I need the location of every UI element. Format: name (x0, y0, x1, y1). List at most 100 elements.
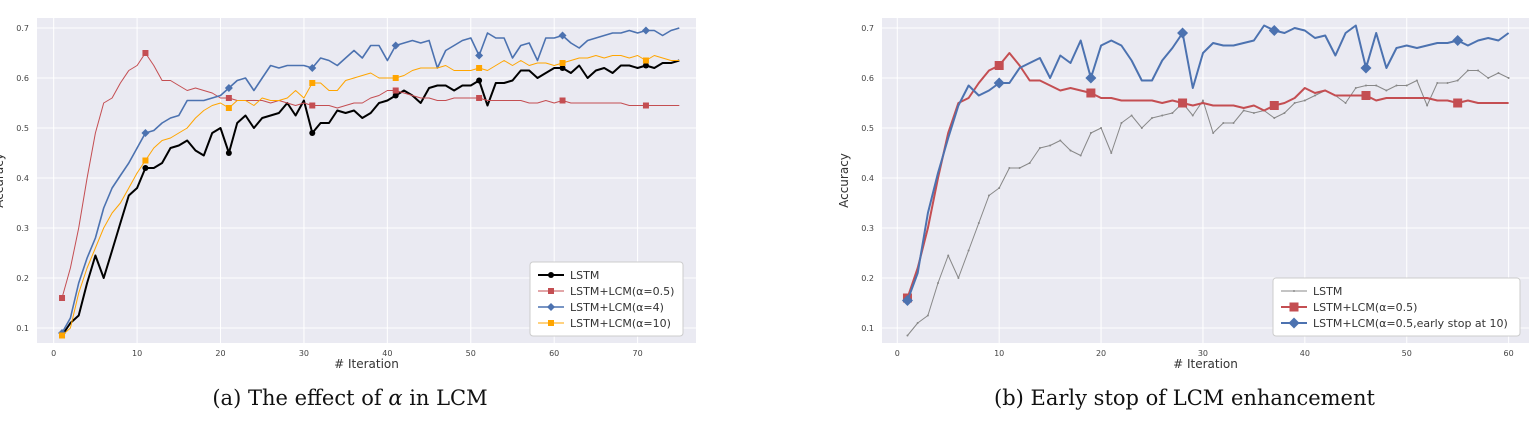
chart-1-series-0-point (1079, 154, 1082, 157)
chart-0-legend-marker (547, 303, 555, 311)
chart-1-series-0-point (1314, 94, 1317, 97)
chart-1-series-2-point (1452, 35, 1464, 46)
chart-0-series-2-point (224, 84, 233, 92)
chart-0-series-2-point (558, 31, 567, 40)
chart-1-series-2-point (1085, 72, 1097, 84)
chart-1-series-2-line (906, 24, 1510, 301)
chart-1-series-0-point (1497, 72, 1500, 74)
chart-0-series-1 (59, 50, 680, 301)
chart-1-series-0-point (1446, 82, 1449, 84)
chart-1-series-0-point (1354, 87, 1357, 89)
chart-1-series-0-point (1395, 84, 1398, 87)
chart-0-series-0-point (476, 77, 483, 84)
chart-0-series-0-point (225, 150, 232, 156)
chart-1-x-tick-label: 10 (994, 349, 1004, 358)
chart-0-series-3-point (392, 75, 399, 81)
chart-1-series-0-point (1191, 114, 1194, 117)
chart-0-legend-box (529, 261, 684, 337)
chart-b-plot: 0.1 0.2 0.3 0.4 0.5 0.6 0.7 0 10 20 30 40 50 60 # Iter… (837, 18, 1529, 371)
chart-0-series-3-point (642, 57, 649, 64)
chart-0-series-3-point (309, 80, 316, 86)
chart-0-series-1-point (59, 295, 66, 301)
chart-0-x-tick-label: 70 (633, 349, 643, 358)
chart-1-legend-marker (1288, 317, 1300, 329)
chart-0-x-axis-label: # Iteration (334, 357, 399, 371)
chart-1-series-1-point (1178, 98, 1188, 108)
chart-1-series-0-point (1161, 114, 1164, 117)
chart-1-legend-marker (1289, 302, 1299, 312)
chart-1-legend-item: LSTM+LCM(α=0.5,early stop at 10) (1281, 317, 1508, 330)
chart-1-y-tick-label: 0.5 (861, 124, 874, 133)
chart-1-series-0-point (1120, 122, 1123, 124)
chart-1-series-0-point (947, 254, 950, 257)
chart-1-series-0-point (977, 222, 980, 224)
chart-1-series-0-point (1273, 117, 1276, 119)
chart-0-series-3-point (476, 65, 483, 71)
chart-1-series-2-point (1360, 62, 1372, 74)
chart-0-series-1-line (61, 52, 680, 299)
chart-1-x-axis-label: # Iteration (1173, 357, 1238, 371)
chart-1-series-0-point (1038, 147, 1041, 149)
chart-0-legend-label: LSTM+LCM(α=4) (570, 301, 664, 314)
chart-0-series-3-point (225, 105, 232, 111)
chart-0-series-2-point (308, 64, 317, 72)
chart-1-series-0-point (1018, 167, 1021, 169)
chart-0-y-axis-label: Accuracy (0, 153, 6, 208)
chart-1-series-0-point (1130, 114, 1133, 117)
chart-1-y-tick-label: 0.4 (861, 174, 874, 183)
chart-1-series-0-point (1426, 104, 1429, 107)
chart-0-series-0-line (61, 59, 680, 337)
chart-0-series-1-point (392, 87, 399, 94)
chart-1-series-0-point (1364, 84, 1367, 87)
chart-1-series-2-point (1177, 27, 1189, 39)
chart-1-legend-label: LSTM+LCM(α=0.5,early stop at 10) (1313, 317, 1508, 330)
chart-1-series-0-point (1283, 112, 1286, 114)
chart-0-legend-label: LSTM+LCM(α=10) (570, 317, 671, 330)
chart-0-series-2-line (61, 27, 680, 334)
chart-0-series-2-point (141, 129, 150, 137)
chart-1-series-0-point (1415, 79, 1418, 82)
chart-1-series-0-point (926, 314, 929, 317)
chart-0-x-tick-label: 60 (549, 349, 559, 358)
chart-1-series-2-point (993, 77, 1005, 89)
chart-0-x-tick-label: 30 (299, 349, 309, 358)
chart-1-y-tick-label: 0.3 (861, 224, 874, 233)
chart-0-series-3-point (559, 60, 566, 66)
chart-0-series-2-point (475, 51, 484, 60)
chart-1-series-0-point (998, 187, 1001, 189)
chart-1-series-0-point (1344, 102, 1347, 104)
chart-1-series-0-point (1466, 69, 1469, 72)
chart-1-series-0-point (1242, 109, 1245, 112)
chart-0-series-3 (59, 55, 680, 339)
chart-1-x-tick-label: 30 (1198, 349, 1208, 358)
chart-1-series-0-point (1405, 84, 1408, 87)
chart-a-caption-prefix: (a) The effect of (212, 386, 389, 410)
chart-1-series-0-point (1201, 99, 1204, 102)
chart-1-series-0-line (907, 70, 1509, 336)
chart-1-series-0-point (1252, 112, 1255, 114)
chart-1-series-1-point (1453, 98, 1463, 108)
chart-1-series-0-point (1385, 89, 1388, 92)
chart-1-series-0-point (1222, 122, 1225, 124)
chart-0-y-tick-label: 0.5 (16, 124, 29, 133)
chart-1-y-axis-label: Accuracy (837, 153, 851, 208)
chart-1-legend-box (1272, 277, 1521, 337)
chart-0-y-tick-label: 0.6 (16, 74, 29, 83)
chart-1-series-0-point (1028, 162, 1031, 164)
chart-a-caption: (a) The effect of α in LCM (0, 386, 700, 410)
chart-1-series-0-point (1089, 132, 1092, 134)
chart-1-series-2-point (901, 295, 913, 306)
chart-1-legend-marker (1293, 290, 1295, 292)
chart-0-legend-label: LSTM+LCM(α=0.5) (570, 285, 674, 298)
chart-1-series-0-point (987, 194, 990, 197)
chart-0-series-2-point (641, 26, 650, 35)
chart-1-y-tick-label: 0.6 (861, 74, 874, 83)
chart-1-y-tick-label: 0.2 (861, 274, 874, 283)
chart-1-x-tick-label: 60 (1504, 349, 1514, 358)
chart-panel-a: 0.1 0.2 0.3 0.4 0.5 0.6 0.7 0 10 20 30 40 50 60 70 # It… (0, 0, 700, 433)
chart-0-y-tick-label: 0.4 (16, 174, 29, 183)
chart-0-x-tick-label: 10 (132, 349, 142, 358)
chart-0-x-tick-label: 0 (51, 349, 56, 358)
chart-1-series-0-point (1110, 152, 1113, 154)
chart-1-series-1-line (906, 52, 1509, 299)
